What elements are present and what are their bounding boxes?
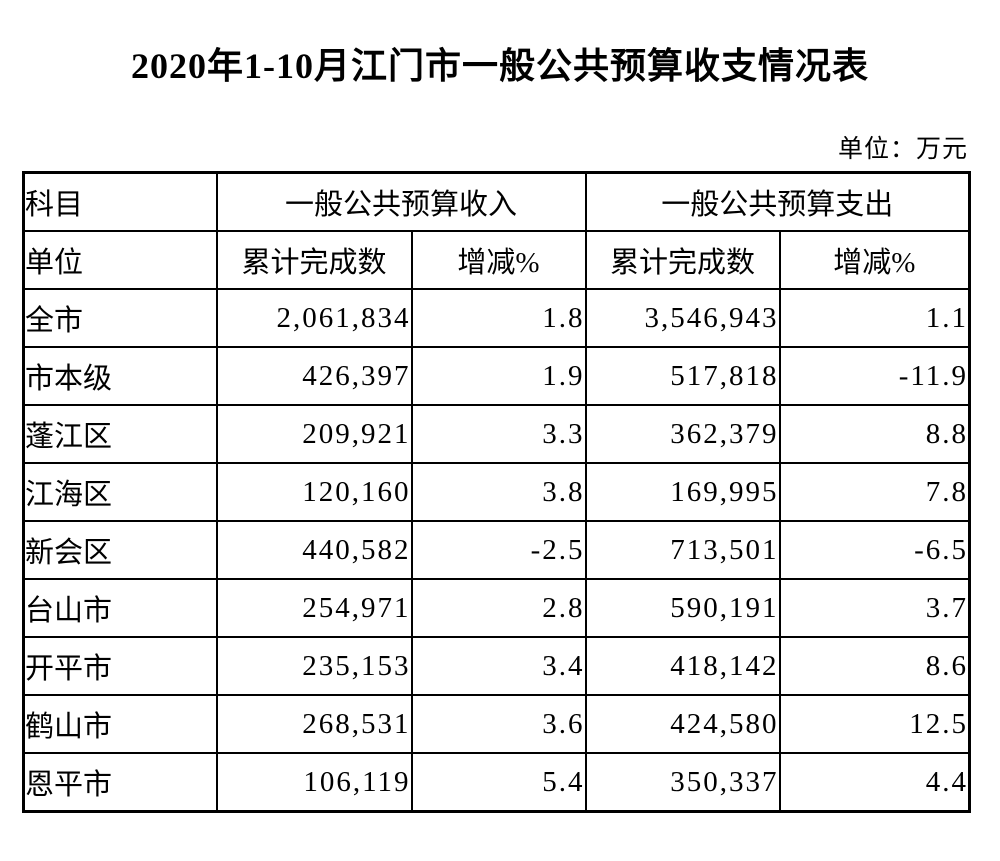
- header-income-group: 一般公共预算收入: [215, 171, 587, 232]
- header-row-columns: 单位 累计完成数 增减% 累计完成数 增减%: [22, 230, 971, 290]
- header-row-groups: 科目 一般公共预算收入 一般公共预算支出: [22, 171, 971, 232]
- income-change-cell: 2.8: [410, 578, 587, 638]
- table-container: 单位：万元 科目 一般公共预算收入 一般公共预算支出 单位 累计完成数 增减% …: [22, 135, 972, 813]
- expense-change-cell: 12.5: [778, 694, 971, 754]
- table-row: 恩平市 106,119 5.4 350,337 4.4: [22, 752, 971, 813]
- table-row: 蓬江区 209,921 3.3 362,379 8.8: [22, 404, 971, 464]
- expense-change-cell: -6.5: [778, 520, 971, 580]
- income-total-cell: 106,119: [215, 752, 413, 813]
- income-change-cell: 5.4: [410, 752, 587, 813]
- income-change-cell: 3.3: [410, 404, 587, 464]
- income-total-cell: 120,160: [215, 462, 413, 522]
- income-total-cell: 440,582: [215, 520, 413, 580]
- table-row: 市本级 426,397 1.9 517,818 -11.9: [22, 346, 971, 406]
- page-title: 2020年1-10月江门市一般公共预算收支情况表: [131, 46, 869, 86]
- income-total-cell: 235,153: [215, 636, 413, 696]
- expense-total-cell: 590,191: [584, 578, 781, 638]
- row-label: 新会区: [22, 520, 218, 580]
- income-total-cell: 254,971: [215, 578, 413, 638]
- expense-total-cell: 418,142: [584, 636, 781, 696]
- row-label: 台山市: [22, 578, 218, 638]
- income-total-cell: 426,397: [215, 346, 413, 406]
- income-change-cell: 1.8: [410, 288, 587, 348]
- header-subject: 科目: [22, 171, 218, 232]
- header-expense-total: 累计完成数: [584, 230, 781, 290]
- income-change-cell: 3.4: [410, 636, 587, 696]
- expense-total-cell: 713,501: [584, 520, 781, 580]
- expense-total-cell: 169,995: [584, 462, 781, 522]
- expense-total-cell: 350,337: [584, 752, 781, 813]
- expense-change-cell: 4.4: [778, 752, 971, 813]
- table-row: 新会区 440,582 -2.5 713,501 -6.5: [22, 520, 971, 580]
- expense-total-cell: 362,379: [584, 404, 781, 464]
- income-total-cell: 209,921: [215, 404, 413, 464]
- table-row: 台山市 254,971 2.8 590,191 3.7: [22, 578, 971, 638]
- expense-change-cell: -11.9: [778, 346, 971, 406]
- budget-table: 科目 一般公共预算收入 一般公共预算支出 单位 累计完成数 增减% 累计完成数 …: [22, 171, 972, 813]
- table-row: 江海区 120,160 3.8 169,995 7.8: [22, 462, 971, 522]
- expense-change-cell: 1.1: [778, 288, 971, 348]
- row-label: 市本级: [22, 346, 218, 406]
- income-change-cell: 3.6: [410, 694, 587, 754]
- expense-total-cell: 3,546,943: [584, 288, 781, 348]
- income-total-cell: 268,531: [215, 694, 413, 754]
- income-change-cell: -2.5: [410, 520, 587, 580]
- table-row: 全市 2,061,834 1.8 3,546,943 1.1: [22, 288, 971, 348]
- row-label: 恩平市: [22, 752, 218, 813]
- header-income-total: 累计完成数: [215, 230, 413, 290]
- header-expense-group: 一般公共预算支出: [584, 171, 971, 232]
- header-expense-change: 增减%: [778, 230, 971, 290]
- expense-total-cell: 517,818: [584, 346, 781, 406]
- table-row: 开平市 235,153 3.4 418,142 8.6: [22, 636, 971, 696]
- header-income-change: 增减%: [410, 230, 587, 290]
- expense-change-cell: 8.6: [778, 636, 971, 696]
- expense-change-cell: 3.7: [778, 578, 971, 638]
- row-label: 开平市: [22, 636, 218, 696]
- expense-total-cell: 424,580: [584, 694, 781, 754]
- unit-note: 单位：万元: [837, 136, 968, 163]
- expense-change-cell: 8.8: [778, 404, 971, 464]
- income-total-cell: 2,061,834: [215, 288, 413, 348]
- expense-change-cell: 7.8: [778, 462, 971, 522]
- income-change-cell: 3.8: [410, 462, 587, 522]
- row-label: 蓬江区: [22, 404, 218, 464]
- row-label: 鹤山市: [22, 694, 218, 754]
- income-change-cell: 1.9: [410, 346, 587, 406]
- header-unit: 单位: [22, 230, 218, 290]
- table-row: 鹤山市 268,531 3.6 424,580 12.5: [22, 694, 971, 754]
- row-label: 全市: [22, 288, 218, 348]
- row-label: 江海区: [22, 462, 218, 522]
